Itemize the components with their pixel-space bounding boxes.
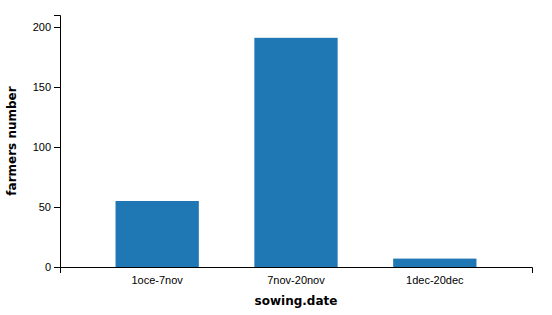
x-tick: 7nov-20nov	[267, 274, 325, 286]
axis-line	[54, 16, 61, 268]
y-tick-label: 200	[33, 21, 51, 33]
plot-area: 1oce-7nov 7nov-20nov 1dec-20dec 0 50 100 150 20…	[5, 16, 533, 309]
x-tick-label: 1dec-20dec	[406, 274, 464, 286]
y-tick: 100	[33, 141, 60, 153]
y-axis-title: farmers number	[5, 86, 19, 195]
y-tick-mark	[54, 87, 60, 88]
bars	[116, 38, 477, 267]
y-tick-label: 150	[33, 81, 51, 93]
x-axis: 1oce-7nov 7nov-20nov 1dec-20dec	[61, 268, 533, 286]
x-tick-label: 7nov-20nov	[267, 274, 325, 286]
bar	[254, 38, 337, 267]
bar	[116, 201, 199, 267]
y-tick-mark	[54, 147, 60, 148]
y-tick-mark	[54, 207, 60, 208]
bar	[393, 259, 476, 267]
y-tick: 0	[45, 261, 60, 273]
y-tick: 50	[39, 201, 60, 213]
x-axis-title: sowing.date	[255, 294, 338, 308]
y-tick: 200	[33, 21, 60, 33]
axis-line	[61, 268, 533, 274]
x-tick-label: 1oce-7nov	[131, 274, 183, 286]
chart-container: 1oce-7nov 7nov-20nov 1dec-20dec 0 50 100 150 20…	[0, 0, 552, 315]
x-tick: 1oce-7nov	[131, 274, 183, 286]
y-tick-label: 100	[33, 141, 51, 153]
x-tick: 1dec-20dec	[406, 274, 464, 286]
y-tick: 150	[33, 81, 60, 93]
y-axis: 0 50 100 150 200	[33, 16, 61, 274]
y-tick-mark	[54, 27, 60, 28]
chart-svg: 1oce-7nov 7nov-20nov 1dec-20dec 0 50 100 150 20…	[0, 0, 552, 315]
y-tick-label: 50	[39, 201, 51, 213]
y-tick-label: 0	[45, 261, 51, 273]
y-tick-mark	[54, 267, 60, 268]
